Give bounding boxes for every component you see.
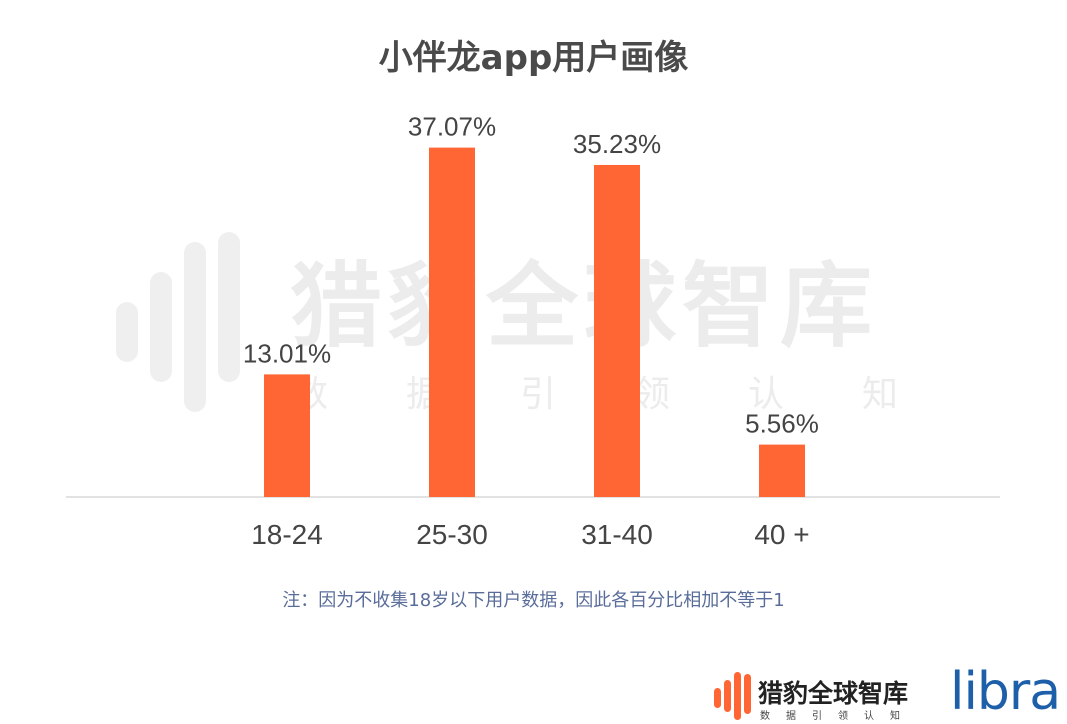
- watermark-logo-icon: [116, 232, 240, 412]
- data-label-1: 37.07%: [408, 112, 496, 142]
- data-label-3: 5.56%: [745, 409, 819, 439]
- bar-3: [759, 444, 805, 497]
- x-tick-label-0: 18-24: [251, 519, 323, 550]
- partner-logo: libra: [950, 662, 1061, 722]
- watermark-name: 猎豹全球智库: [290, 253, 879, 360]
- bar-1: [429, 147, 475, 498]
- x-tick-label-2: 31-40: [581, 519, 653, 550]
- bar-2: [594, 164, 640, 497]
- footnote: 注：因为不收集18岁以下用户数据，因此各百分比相加不等于1: [282, 590, 785, 611]
- data-label-2: 35.23%: [573, 129, 661, 159]
- x-tick-label-3: 40 +: [754, 519, 809, 550]
- chart-title: 小伴龙app用户画像: [378, 38, 689, 78]
- x-tick-label-1: 25-30: [416, 519, 488, 550]
- data-label-0: 13.01%: [243, 338, 331, 368]
- brand-tagline: 数据引领认知: [760, 711, 916, 722]
- brand-logo-icon: [714, 672, 751, 720]
- bar-0: [264, 374, 310, 497]
- brand-name: 猎豹全球智库: [758, 679, 909, 708]
